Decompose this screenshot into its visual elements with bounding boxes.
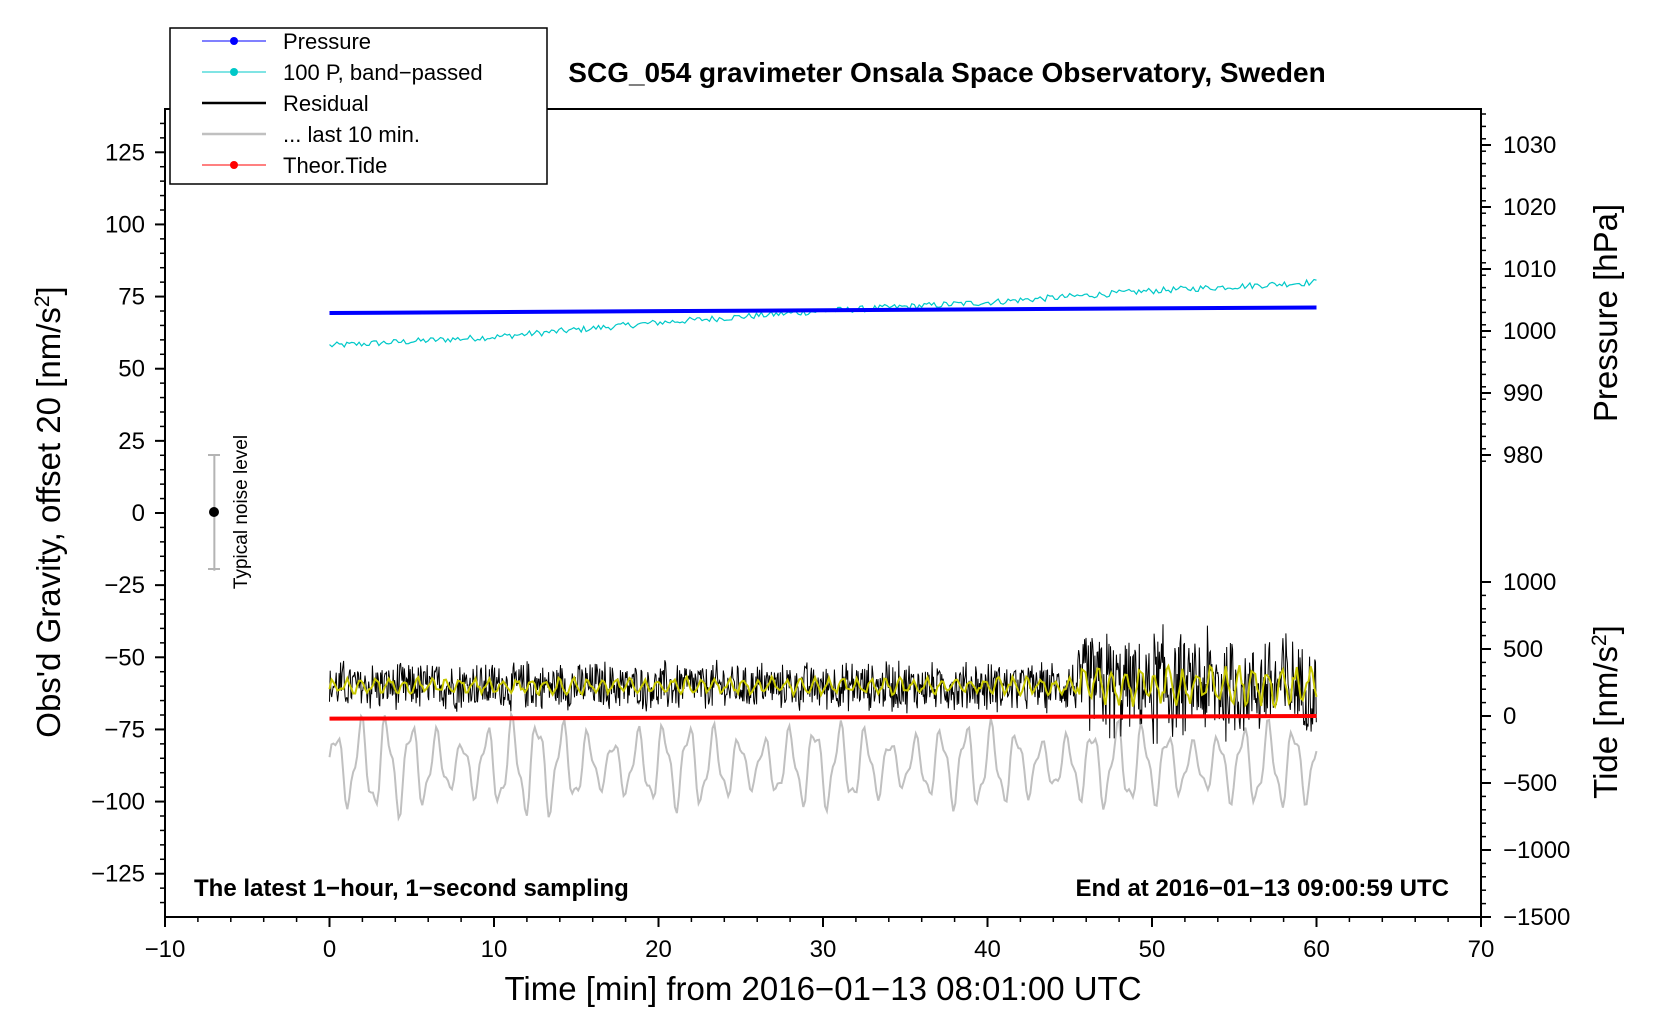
y-left-tick-label: 25 xyxy=(118,428,145,455)
y-right-pressure-ticks: 1030 1020 1010 1000 990 980 xyxy=(1481,113,1556,469)
pressure-tick-label: 990 xyxy=(1503,380,1543,407)
x-tick-label: 70 xyxy=(1468,936,1495,963)
plot-frame xyxy=(164,108,1482,918)
tide-tick-label: −1000 xyxy=(1503,837,1570,864)
y-left-tick-label: 100 xyxy=(105,211,145,238)
series-residual-smoothed xyxy=(328,663,1318,710)
x-tick-label: 30 xyxy=(810,936,837,963)
noise-center-dot xyxy=(209,507,219,517)
legend-box xyxy=(169,27,548,185)
tide-tick-label: 500 xyxy=(1503,636,1543,663)
tide-tick-label: −500 xyxy=(1503,770,1557,797)
legend-label: Residual xyxy=(283,91,369,116)
x-axis-ticks: −10 0 10 20 30 40 50 60 70 xyxy=(145,917,1495,963)
y-left-ticks: 125 100 75 50 25 0 −25 −50 −75 −100 −125 xyxy=(91,122,165,904)
chart-title: SCG_054 gravimeter Onsala Space Observat… xyxy=(568,57,1325,88)
noise-label: Typical noise level xyxy=(231,435,252,589)
pressure-tick-label: 980 xyxy=(1503,442,1543,469)
x-axis-label: Time [min] from 2016−01−13 08:01:00 UTC xyxy=(504,970,1141,1007)
series-layer xyxy=(328,278,1318,822)
y-left-label-sup: 2 xyxy=(31,295,54,307)
legend-label: Theor.Tide xyxy=(283,153,387,178)
tide-label-end: ] xyxy=(1587,625,1624,634)
legend-marker xyxy=(230,37,238,45)
legend-label: Pressure xyxy=(283,29,371,54)
y-left-axis-label: Obs'd Gravity, offset 20 [nm/s2] xyxy=(30,286,67,737)
y-left-tick-label: −25 xyxy=(104,572,145,599)
y-left-label-end: ] xyxy=(30,286,67,295)
x-tick-label: 0 xyxy=(323,936,336,963)
series-last-10-min xyxy=(328,710,1318,822)
series-pressure xyxy=(329,305,1317,316)
x-tick-label: 20 xyxy=(645,936,672,963)
y-left-tick-label: −75 xyxy=(104,716,145,743)
tide-tick-label: 0 xyxy=(1503,703,1516,730)
legend-label: 100 P, band−passed xyxy=(283,60,483,85)
y-right-tide-ticks: 1000 500 0 −500 −1000 −1500 xyxy=(1481,569,1570,931)
pressure-tick-label: 1010 xyxy=(1503,256,1556,283)
series-residual xyxy=(329,624,1317,744)
y-left-tick-label: 75 xyxy=(118,284,145,311)
y-left-tick-label: −100 xyxy=(91,789,145,816)
tide-tick-label: 1000 xyxy=(1503,569,1556,596)
y-left-tick-label: 50 xyxy=(118,356,145,383)
pressure-tick-label: 1020 xyxy=(1503,194,1556,221)
legend: Pressure 100 P, band−passed Residual ... la… xyxy=(169,27,548,185)
legend-marker xyxy=(230,161,238,169)
legend-marker xyxy=(230,68,238,76)
x-tick-label: −10 xyxy=(145,936,186,963)
tide-tick-label: −1500 xyxy=(1503,904,1570,931)
y-left-tick-label: 125 xyxy=(105,139,145,166)
annotation-right: End at 2016−01−13 09:00:59 UTC xyxy=(1075,875,1449,902)
x-tick-label: 50 xyxy=(1139,936,1166,963)
y-right-tide-label: Tide [nm/s2] xyxy=(1587,625,1624,799)
x-tick-label: 10 xyxy=(481,936,508,963)
y-left-tick-label: −50 xyxy=(104,644,145,671)
x-tick-label: 40 xyxy=(974,936,1001,963)
x-tick-label: 60 xyxy=(1303,936,1330,963)
y-left-tick-label: −125 xyxy=(91,861,145,888)
noise-bar xyxy=(208,454,220,571)
series-theor-tide xyxy=(329,714,1317,721)
pressure-tick-label: 1030 xyxy=(1503,132,1556,159)
y-right-pressure-label: Pressure [hPa] xyxy=(1587,204,1624,422)
legend-label: ... last 10 min. xyxy=(283,122,420,147)
pressure-tick-label: 1000 xyxy=(1503,318,1556,345)
y-left-tick-label: 0 xyxy=(132,500,145,527)
tide-label-main: Tide [nm/s xyxy=(1587,646,1624,799)
tide-label-sup: 2 xyxy=(1588,634,1611,646)
y-left-label-main: Obs'd Gravity, offset 20 [nm/s xyxy=(30,307,67,738)
annotation-left: The latest 1−hour, 1−second sampling xyxy=(194,875,629,902)
